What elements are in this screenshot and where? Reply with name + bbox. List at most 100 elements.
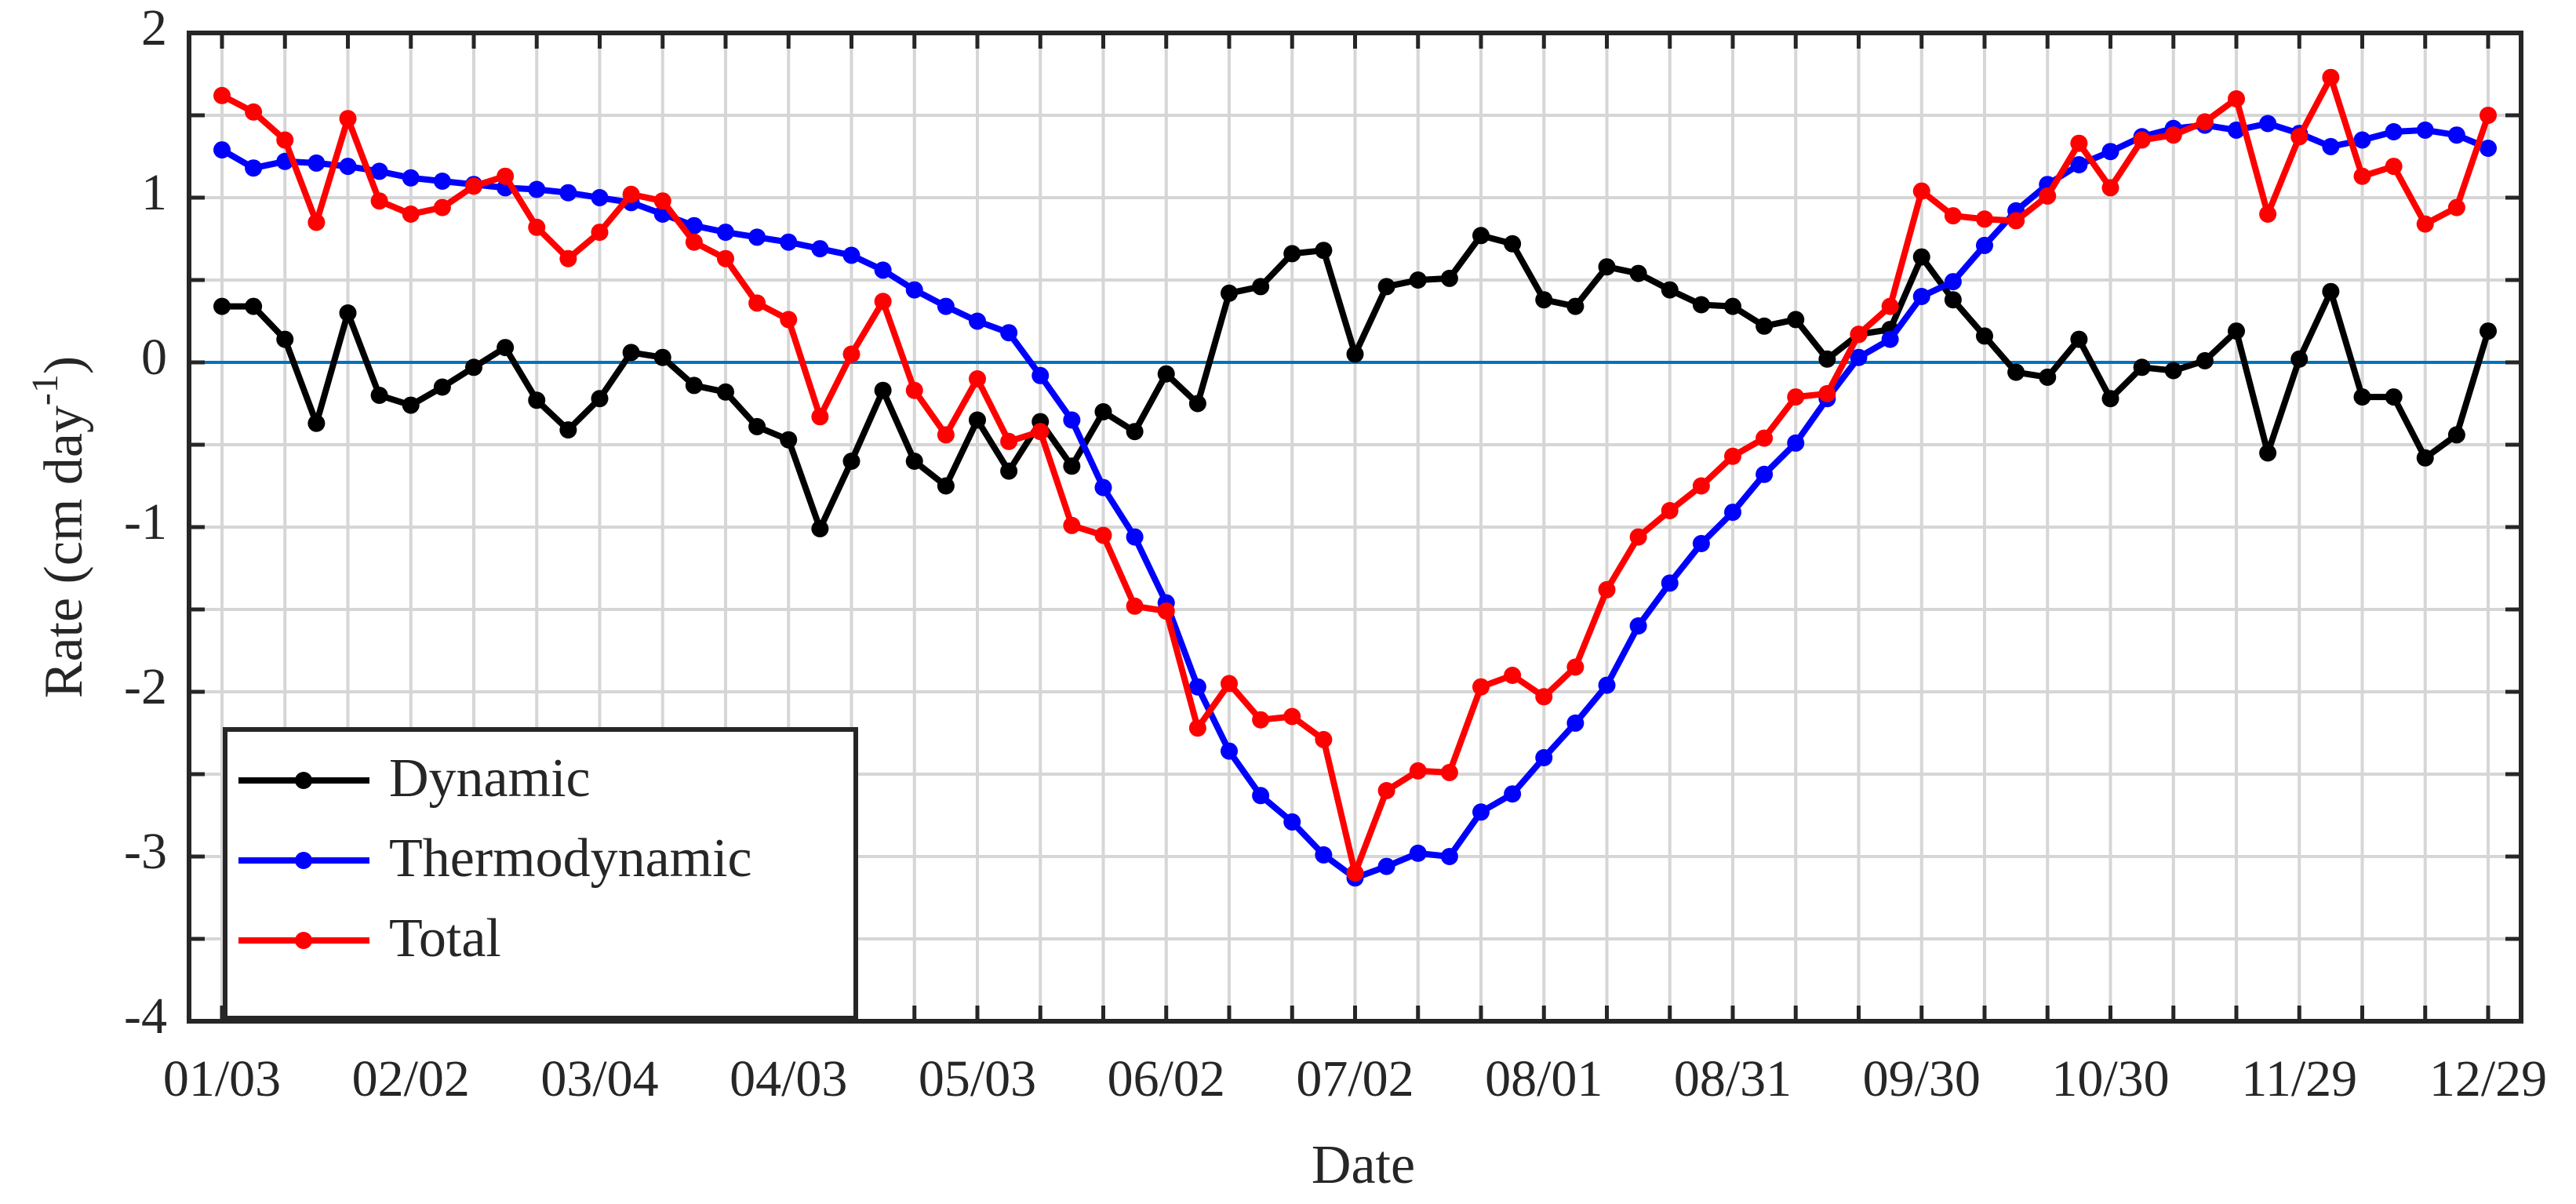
data-point [1629,264,1647,282]
data-point [2101,390,2119,408]
data-point [874,293,892,311]
data-point [1315,730,1333,748]
data-point [1818,350,1836,368]
y-tick-label: -1 [124,493,167,551]
data-point [842,246,860,264]
data-point [497,339,515,357]
data-point [370,387,388,404]
data-point [874,261,892,279]
data-point [1094,478,1112,497]
data-point [559,184,577,202]
data-point [1944,273,1962,291]
data-point [1661,281,1679,299]
legend-marker [295,772,312,789]
data-point [591,189,609,206]
data-point [1756,429,1774,447]
y-axis-label-text: Rate (cm day [34,406,94,698]
data-point [1566,658,1585,676]
data-point [2007,212,2025,230]
data-point [905,281,923,299]
series [213,115,2497,887]
data-point [559,249,577,267]
data-point [717,224,734,242]
y-tick-label: 0 [141,329,167,386]
data-point [2290,350,2309,368]
data-point [937,297,955,315]
x-tick-label: 05/03 [919,1050,1036,1108]
data-point [2039,187,2057,205]
data-point [2322,282,2340,300]
data-point [1377,278,1395,296]
legend: Dynamic Thermodynamic Total [223,727,858,1020]
data-point [1252,787,1270,805]
data-point [1126,528,1144,546]
data-point [1283,813,1301,831]
data-point [1221,742,1238,760]
data-point [1440,269,1458,287]
data-point [717,383,734,401]
data-point [748,417,766,435]
data-point [1063,457,1081,475]
ticks [189,31,2521,1024]
data-point [591,224,609,242]
data-point [2070,134,2088,152]
data-point [1472,227,1490,245]
data-point [1283,707,1301,726]
data-point [842,345,860,363]
data-point [528,391,546,409]
x-tick-label: 06/02 [1108,1050,1225,1108]
data-point [2385,123,2403,140]
data-point [748,228,766,246]
legend-label: Thermodynamic [389,828,752,889]
data-point [1157,365,1175,383]
data-point [2322,68,2340,86]
data-point [780,233,798,251]
data-point [1629,528,1647,546]
data-point [1912,248,1930,266]
data-point [1976,210,1993,228]
data-point [2447,198,2465,216]
y-tick-label: -2 [124,658,167,715]
data-point [307,414,326,432]
data-point [1818,384,1836,402]
data-point [213,141,231,159]
data-point [245,159,263,177]
data-point [1063,516,1081,534]
data-point [433,198,451,216]
data-point [1850,326,1868,344]
data-point [1000,324,1018,342]
data-point [245,297,263,315]
data-point [2070,156,2088,173]
data-point [1157,602,1175,620]
data-point [685,216,703,235]
y-tick-label: 1 [141,164,167,221]
y-axis-label-suffix: ) [34,356,94,374]
data-point [307,154,326,172]
data-point [1598,258,1616,276]
y-axis-label-superscript: -1 [24,374,66,406]
data-point [1031,423,1050,441]
data-point [653,192,671,210]
x-tick-label: 12/29 [2429,1050,2547,1108]
data-point [213,297,231,315]
data-point [559,421,577,439]
data-point [1221,284,1238,302]
data-point [2416,215,2434,233]
data-point [2133,131,2151,149]
data-point [811,408,829,426]
data-point [1944,207,1962,225]
data-point [1000,462,1018,480]
data-point [2133,358,2151,376]
data-point [497,167,515,185]
x-tick-label: 07/02 [1296,1050,1414,1108]
data-point [591,390,609,408]
data-point [1504,785,1522,803]
data-point [1188,719,1206,737]
data-point [1094,526,1112,544]
data-point [1283,245,1301,263]
data-point [2290,128,2309,146]
data-point [1724,447,1741,465]
data-point [2228,90,2245,107]
data-point [1692,535,1710,552]
data-point [1535,749,1553,766]
